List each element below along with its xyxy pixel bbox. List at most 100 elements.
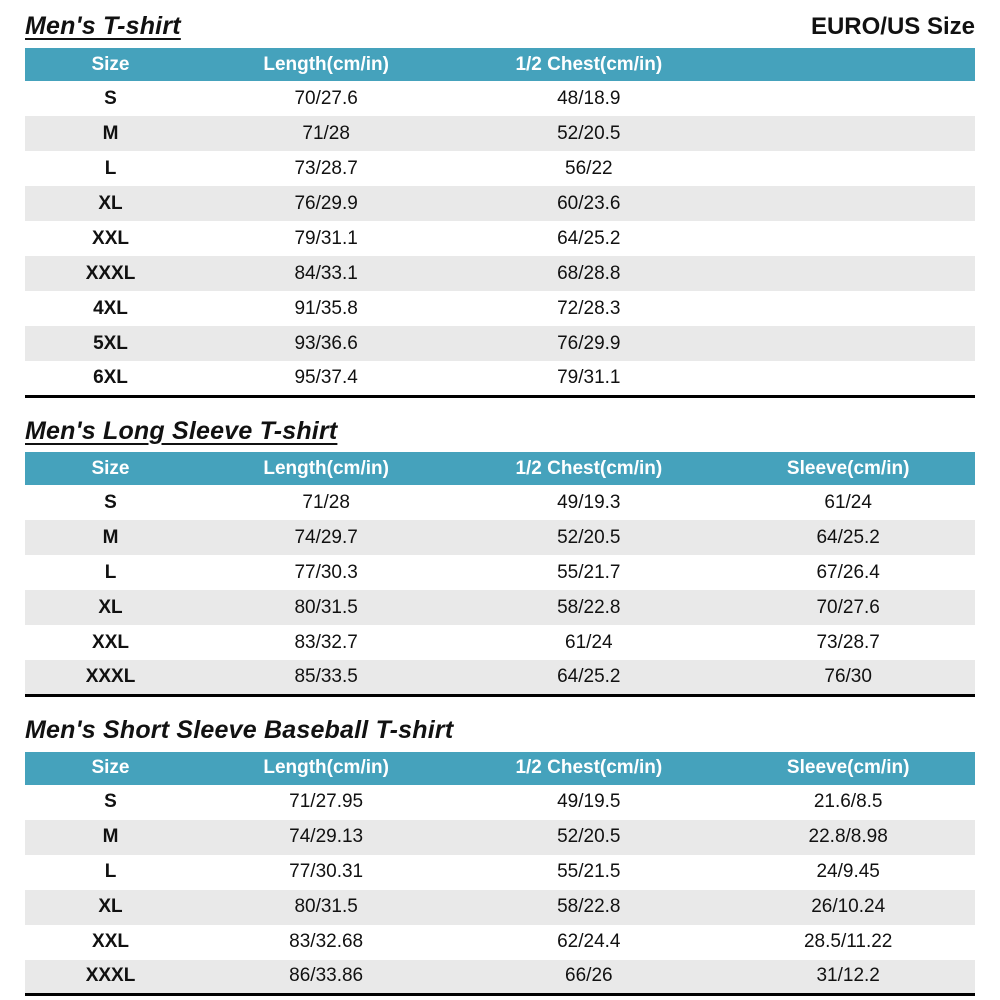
measurement-cell: 80/31.5 [196,889,457,925]
size-cell: S [104,87,117,109]
table-row: 4XL 91/35.8 72/28.3 [25,291,975,326]
measurement-cell: 31/12.2 [721,959,975,995]
measurement-cell: 91/35.8 [294,297,358,319]
table-row: 5XL 93/36.6 76/29.9 [25,326,975,361]
measurement-cell: 83/32.68 [289,931,364,952]
measurement-cell: 60/23.6 [456,186,722,221]
measurement-cell: 80/31.5 [196,590,457,626]
table-header: Size Length(cm/in) 1/2 Chest(cm/in) Sleeve(… [25,452,975,486]
size-table-section: Men's Long Sleeve T-shirt Size Length(cm/… [25,417,975,697]
measurement-cell: 56/22 [565,157,613,179]
table-body: S 71/28 49/19.3 61/24 M 74/29.7 52/20.5 64/25.2… [25,485,975,696]
measurement-cell: 73/28.7 [294,157,358,179]
size-cell: M [25,520,196,556]
measurement-cell: 55/21.7 [557,561,621,583]
measurement-cell: 76/29.9 [456,326,722,361]
size-cell: M [25,116,196,151]
measurement-cell: 79/31.1 [557,366,621,388]
table-title: Men's T-shirt [25,12,181,40]
column-header: 1/2 Chest(cm/in) [456,751,722,785]
size-cell: S [104,491,117,513]
measurement-cell: 70/27.6 [721,590,975,626]
table-row: XXXL 85/33.5 64/25.2 76/30 [25,660,975,696]
table-row: XXXL 86/33.86 66/26 31/12.2 [25,959,975,995]
table-title: Men's Long Sleeve T-shirt [25,416,338,445]
measurement-cell [721,361,975,396]
measurement-cell: 71/27.95 [289,791,364,812]
header-row: Size Length(cm/in) 1/2 Chest(cm/in) [25,48,975,81]
column-header [721,48,975,81]
table-row: M 74/29.13 52/20.5 22.8/8.98 [25,819,975,855]
measurement-cell [721,221,975,256]
measurement-cell: 67/26.4 [816,561,880,583]
measurement-cell: 73/28.7 [816,631,880,653]
size-cell: XL [25,889,196,925]
size-cell: XXL [92,227,129,249]
measurement-cell: 86/33.86 [196,959,457,995]
column-header: Length(cm/in) [196,48,457,81]
table-row: M 71/28 52/20.5 [25,116,975,151]
measurement-cell: 28.5/11.22 [803,931,893,952]
table-row: XXL 83/32.7 61/24 73/28.7 [25,625,975,660]
measurement-cell: 74/29.13 [196,819,457,855]
size-table-section: Men's T-shirt EURO/US Size Size Length(cm… [25,12,975,398]
size-cell: XL [25,590,196,626]
measurement-cell: 64/25.2 [557,227,621,249]
measurement-cell [721,151,975,186]
size-standard-label: EURO/US Size [810,13,975,40]
column-header: 1/2 Chest(cm/in) [456,452,722,486]
size-table-section: Men's Short Sleeve Baseball T-shirt Size… [25,716,975,996]
measurement-cell: 64/25.2 [721,520,975,556]
size-cell: L [104,561,117,583]
measurement-cell: 21.6/8.5 [813,791,883,812]
table-header: Size Length(cm/in) 1/2 Chest(cm/in) Sleeve(… [25,751,975,785]
size-table: Size Length(cm/in) 1/2 Chest(cm/in) Sleeve(… [25,452,975,697]
table-body: S 71/27.95 49/19.5 21.6/8.5 M 74/29.13 52/20.5… [25,785,975,995]
size-cell: XXXL [25,256,196,291]
measurement-cell: 48/18.9 [557,87,621,109]
measurement-cell: 49/19.5 [557,791,621,812]
table-row: XL 76/29.9 60/23.6 [25,186,975,221]
table-row: XXXL 84/33.1 68/28.8 [25,256,975,291]
table-title-row: Men's Long Sleeve T-shirt [25,417,975,446]
measurement-cell: 52/20.5 [456,520,722,556]
measurement-cell: 58/22.8 [456,590,722,626]
table-body: S 70/27.6 48/18.9 M 71/28 52/20.5 L 73/28.7 56/2… [25,81,975,396]
measurement-cell [721,81,975,116]
size-cell: XXL [92,631,129,653]
measurement-cell: 84/33.1 [196,256,457,291]
measurement-cell: 58/22.8 [456,889,722,925]
column-header: Sleeve(cm/in) [721,751,975,785]
size-cell: 5XL [25,326,196,361]
size-cell: XXXL [25,959,196,995]
measurement-cell: 52/20.5 [456,116,722,151]
table-row: M 74/29.7 52/20.5 64/25.2 [25,520,975,556]
measurement-cell: 61/24 [824,491,872,513]
measurement-cell: 83/32.7 [294,631,358,653]
measurement-cell: 95/37.4 [294,366,358,388]
table-title-row: Men's Short Sleeve Baseball T-shirt [25,716,975,745]
measurement-cell: 26/10.24 [721,889,975,925]
table-row: L 77/30.3 55/21.7 67/26.4 [25,555,975,590]
size-table: Size Length(cm/in) 1/2 Chest(cm/in) S 70/27… [25,48,975,398]
measurement-cell: 74/29.7 [196,520,457,556]
measurement-cell: 55/21.5 [557,861,621,882]
table-row: L 77/30.31 55/21.5 24/9.45 [25,855,975,890]
measurement-cell: 52/20.5 [456,819,722,855]
measurement-cell: 64/25.2 [456,660,722,696]
table-row: S 71/27.95 49/19.5 21.6/8.5 [25,785,975,820]
measurement-cell: 71/28 [302,491,350,513]
size-cell: XXL [92,931,129,952]
measurement-cell: 77/30.3 [294,561,358,583]
table-row: S 70/27.6 48/18.9 [25,81,975,116]
measurement-cell: 70/27.6 [294,87,358,109]
measurement-cell: 71/28 [196,116,457,151]
table-row: S 71/28 49/19.3 61/24 [25,485,975,520]
column-header: Length(cm/in) [196,452,457,486]
measurement-cell: 79/31.1 [294,227,358,249]
measurement-cell: 76/29.9 [196,186,457,221]
measurement-cell: 76/30 [721,660,975,696]
column-header: Size [25,751,196,785]
measurement-cell: 62/24.4 [557,931,621,952]
